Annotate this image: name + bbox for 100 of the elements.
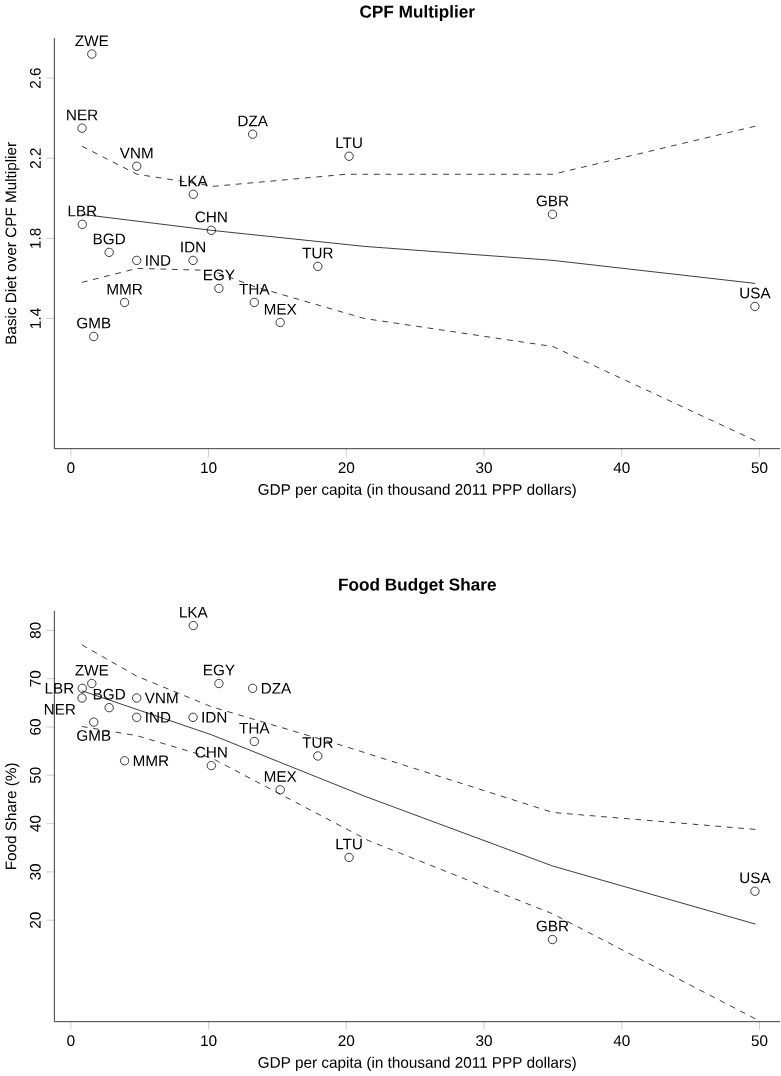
annotation: THA <box>239 283 270 295</box>
y-tick-label: 40 <box>30 815 41 832</box>
point <box>548 934 558 945</box>
x-tick-label: 20 <box>338 1035 355 1047</box>
annotation: ZWE <box>75 664 109 676</box>
annotation: CHN <box>195 211 227 223</box>
annotation: MEX <box>265 303 297 315</box>
point <box>207 225 217 235</box>
y-tick-label: 30 <box>30 864 41 880</box>
x-tick-label: 30 <box>476 462 493 474</box>
point <box>248 683 258 693</box>
point <box>344 852 354 862</box>
point <box>132 161 142 171</box>
point <box>275 785 286 795</box>
annotation: DZA <box>238 115 269 127</box>
annotation: LKA <box>180 607 208 618</box>
annotation: BGD <box>94 233 126 245</box>
point <box>750 886 760 896</box>
x-tick-label: 50 <box>751 1035 768 1047</box>
annotation: GMB <box>77 317 111 329</box>
point <box>132 255 142 265</box>
point <box>89 331 99 342</box>
y-tick-label: 80 <box>30 622 41 639</box>
point <box>248 129 258 139</box>
point <box>104 703 114 713</box>
point <box>249 297 260 308</box>
annotation: TUR <box>302 737 334 748</box>
annotation: MMR <box>134 755 169 767</box>
point <box>188 189 199 199</box>
x-axis-title: GDP per capita (in thousand 2011 PPP dollars) <box>258 1056 576 1071</box>
point <box>77 693 87 703</box>
y-axis-title: Basic Diet over CPF Multiplier <box>5 142 20 344</box>
annotation: USA <box>740 872 771 884</box>
point <box>548 209 558 219</box>
point <box>120 756 130 766</box>
chart-title: Food Budget Share <box>339 578 497 595</box>
annotation: LTU <box>336 838 363 850</box>
annotation: IDN <box>202 712 227 723</box>
x-tick-label: 20 <box>338 462 355 474</box>
annotation: MMR <box>107 283 143 295</box>
point <box>313 751 323 761</box>
point <box>214 678 224 689</box>
point <box>313 261 323 271</box>
annotation: EGY <box>204 664 235 676</box>
annotation: NER <box>67 109 98 121</box>
y-tick-label: 60 <box>30 719 41 735</box>
point <box>104 247 114 257</box>
point <box>750 301 760 312</box>
y-tick-label: 1.8 <box>30 228 41 248</box>
point <box>77 683 88 693</box>
x-tick-label: 40 <box>613 1035 630 1047</box>
point <box>87 678 97 689</box>
x-tick-label: 10 <box>201 462 217 474</box>
point <box>132 712 142 722</box>
point <box>188 620 199 631</box>
annotation: LKA <box>180 175 208 187</box>
annotation: CHN <box>195 746 227 758</box>
point <box>188 255 198 265</box>
point <box>77 123 87 133</box>
y-tick-label: 2.2 <box>30 148 41 169</box>
x-tick-label: 30 <box>476 1035 493 1047</box>
annotation: MEX <box>265 771 297 782</box>
y-tick-label: 20 <box>30 912 41 928</box>
x-tick-label: 0 <box>67 462 75 474</box>
annotation: GBR <box>536 920 569 932</box>
annotation: THA <box>239 722 270 734</box>
annotation: USA <box>740 287 771 299</box>
point <box>77 219 88 229</box>
x-tick-label: 0 <box>67 1035 75 1047</box>
annotation: IND <box>146 255 171 266</box>
point <box>120 297 130 308</box>
point <box>249 736 260 747</box>
annotation: GMB <box>77 730 111 741</box>
annotation: EGY <box>204 269 235 281</box>
annotation: GBR <box>536 195 569 207</box>
annotation: DZA <box>262 683 292 694</box>
y-axis-title: Food Share (%) <box>5 763 20 870</box>
point <box>132 693 142 703</box>
point <box>188 712 198 722</box>
point <box>214 283 224 294</box>
x-tick-label: 50 <box>751 462 768 474</box>
y-tick-label: 70 <box>30 670 41 687</box>
annotation: VNM <box>120 147 153 159</box>
point <box>207 761 217 771</box>
y-tick-label: 50 <box>30 767 41 784</box>
chart-title: CPF Multiplier <box>360 5 476 22</box>
annotation: LBR <box>68 205 97 217</box>
point <box>344 151 354 161</box>
y-tick-label: 2.6 <box>30 68 41 88</box>
annotation: IDN <box>181 241 206 253</box>
annotation: BGD <box>94 688 126 700</box>
x-tick-label: 10 <box>201 1035 217 1047</box>
annotation: VNM <box>145 692 178 704</box>
annotation: TUR <box>302 247 334 259</box>
x-axis-title: GDP per capita (in thousand 2011 PPP dollars) <box>258 483 576 498</box>
point <box>275 317 286 328</box>
annotation: LTU <box>336 137 363 149</box>
point <box>89 717 99 727</box>
point <box>87 49 97 59</box>
y-tick-label: 1.4 <box>30 308 41 328</box>
